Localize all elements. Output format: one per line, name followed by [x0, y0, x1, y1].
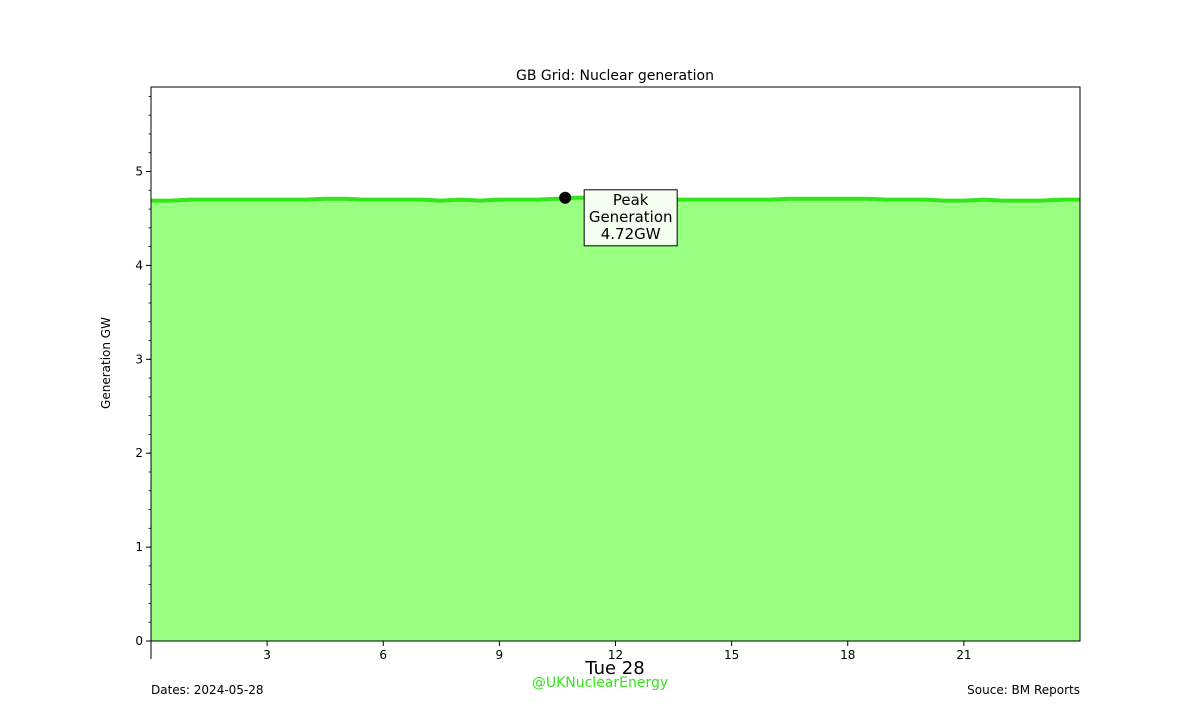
y-tick-label: 5 [135, 165, 143, 179]
x-tick-label: 3 [263, 648, 271, 662]
source-label: Souce: BM Reports [967, 683, 1080, 697]
peak-annotation-box [583, 189, 678, 247]
peak-marker [559, 191, 572, 204]
dates-label: Dates: 2024-05-28 [151, 683, 264, 697]
y-axis-label: Generation GW [99, 317, 113, 409]
chart-title: GB Grid: Nuclear generation [516, 68, 714, 84]
y-tick-label: 0 [135, 634, 143, 648]
x-axis-label: Tue 28 [584, 658, 644, 679]
x-tick-label: 9 [496, 648, 504, 662]
peak-annotation-label: Peak Generation 4.72GW [589, 191, 673, 243]
x-tick-label: 21 [956, 648, 971, 662]
y-tick-label: 2 [135, 446, 143, 460]
x-tick-label: 18 [840, 648, 855, 662]
twitter-handle: @UKNuclearEnergy [531, 675, 669, 691]
y-tick-label: 1 [135, 540, 143, 554]
generation-area [151, 197, 1080, 642]
x-tick-label: 12 [608, 648, 623, 662]
y-tick-label: 4 [135, 258, 143, 272]
x-tick-label: 15 [724, 648, 739, 662]
y-tick-label: 3 [135, 352, 143, 366]
x-tick-label: 6 [379, 648, 387, 662]
